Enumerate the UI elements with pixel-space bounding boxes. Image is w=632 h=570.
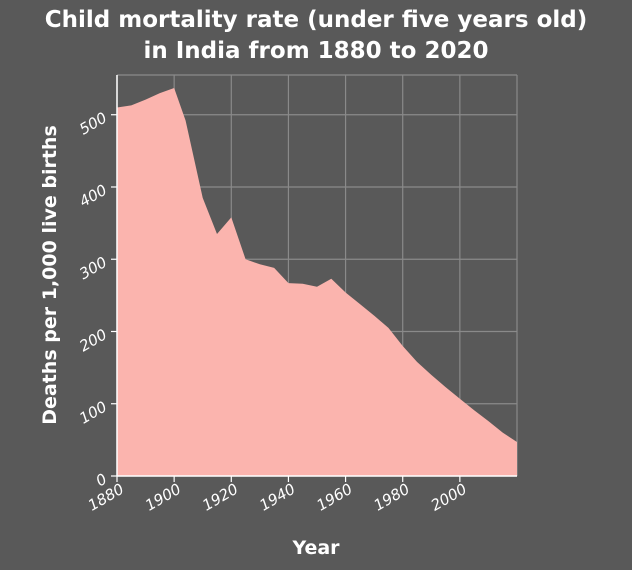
y-tick-label: 200 bbox=[76, 325, 110, 355]
x-tick-label: 1940 bbox=[256, 480, 298, 515]
y-axis-label: Deaths per 1,000 live births bbox=[39, 125, 61, 425]
chart-title-line-1: Child mortality rate (under five years o… bbox=[45, 7, 587, 33]
area-fill bbox=[117, 88, 517, 476]
y-tick-label: 500 bbox=[76, 109, 110, 139]
y-tick-label: 400 bbox=[76, 181, 110, 211]
chart-title-line-2: in India from 1880 to 2020 bbox=[143, 38, 488, 64]
y-tick-label: 300 bbox=[76, 253, 110, 283]
x-axis-ticks: 1880 1900 1920 1940 1960 1980 2000 bbox=[85, 476, 470, 515]
x-tick-label: 2000 bbox=[428, 480, 470, 515]
x-tick-label: 1960 bbox=[314, 480, 356, 515]
x-tick-label: 1900 bbox=[142, 480, 184, 515]
x-tick-label: 1980 bbox=[371, 480, 413, 515]
chart-title: Child mortality rate (under five years o… bbox=[45, 7, 587, 64]
area-series bbox=[117, 88, 517, 476]
x-tick-label: 1920 bbox=[199, 480, 241, 515]
x-axis-label: Year bbox=[291, 537, 340, 559]
y-tick-label: 100 bbox=[76, 398, 110, 428]
axes bbox=[116, 75, 517, 477]
